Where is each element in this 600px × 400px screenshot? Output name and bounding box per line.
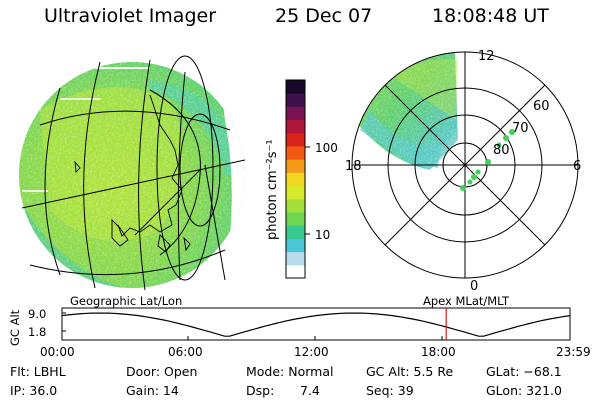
time-tick-0000: 00:00 xyxy=(40,345,75,359)
colorbar: 100 10 photon cm⁻²s⁻¹ xyxy=(265,79,338,279)
globe-image xyxy=(19,55,246,291)
polar-plot: 12 6 0 18 60 70 80 xyxy=(345,49,581,294)
time-tick-1800: 18:00 xyxy=(421,345,456,359)
lat-label-80: 80 xyxy=(493,143,510,158)
colorbar-tick-10: 10 xyxy=(315,228,330,242)
colorbar-tick-100: 100 xyxy=(315,141,338,155)
time-tick-2359: 23:59 xyxy=(556,345,591,359)
orbit-plot: Geographic Lat/Lon Apex MLat/MLT 9.0 1.8… xyxy=(8,294,591,359)
colorbar-step xyxy=(286,119,305,134)
mlt-label-12: 12 xyxy=(478,49,495,64)
instrument-title: Ultraviolet Imager xyxy=(44,5,217,27)
colorbar-step xyxy=(286,264,305,279)
door-info: Door: Open xyxy=(126,364,198,379)
time-tick-1200: 12:00 xyxy=(294,345,329,359)
mode-info: Mode: Normal xyxy=(246,364,334,379)
colorbar-unit-label: photon cm⁻²s⁻¹ xyxy=(265,139,280,240)
time-label: 18:08:48 UT xyxy=(432,5,549,27)
mlt-label-6: 6 xyxy=(573,159,581,174)
colorbar-step xyxy=(286,80,305,94)
orbit-ylabel: GC Alt xyxy=(8,309,22,346)
altitude-curve xyxy=(61,312,571,337)
mlt-label-18: 18 xyxy=(345,159,362,174)
glon-info: GLon: 321.0 xyxy=(486,383,562,398)
dsp-label: Dsp: xyxy=(246,383,275,398)
colorbar-step xyxy=(286,225,305,239)
mlt-label-0: 0 xyxy=(470,279,478,294)
glat-info: GLat: −68.1 xyxy=(486,364,562,379)
colorbar-step xyxy=(286,251,305,266)
colorbar-step xyxy=(286,172,305,187)
seq-info: Seq: 39 xyxy=(366,383,414,398)
colorbar-step xyxy=(286,238,305,253)
orbit-right-title: Apex MLat/MLT xyxy=(423,294,510,308)
time-tick-0600: 06:00 xyxy=(168,345,203,359)
filter-info: Flt: LBHL xyxy=(10,364,66,379)
colorbar-step xyxy=(286,132,305,147)
orbit-left-title: Geographic Lat/Lon xyxy=(70,294,182,308)
ip-info: IP: 36.0 xyxy=(10,383,58,398)
lat-label-60: 60 xyxy=(533,99,550,114)
colorbar-step xyxy=(286,146,305,160)
colorbar-step xyxy=(286,106,305,121)
colorbar-step xyxy=(286,93,305,107)
colorbar-step xyxy=(286,198,305,213)
orbit-ytick-high: 9.0 xyxy=(28,307,46,321)
lat-label-70: 70 xyxy=(512,121,529,136)
dsp-value: 7.4 xyxy=(300,383,320,398)
gc-alt-info: GC Alt: 5.5 Re xyxy=(366,364,454,379)
date-label: 25 Dec 07 xyxy=(275,5,373,27)
gain-info: Gain: 14 xyxy=(126,383,179,398)
colorbar-step xyxy=(286,185,305,200)
colorbar-step xyxy=(286,212,305,226)
colorbar-step xyxy=(286,159,305,173)
orbit-ytick-low: 1.8 xyxy=(28,325,46,339)
